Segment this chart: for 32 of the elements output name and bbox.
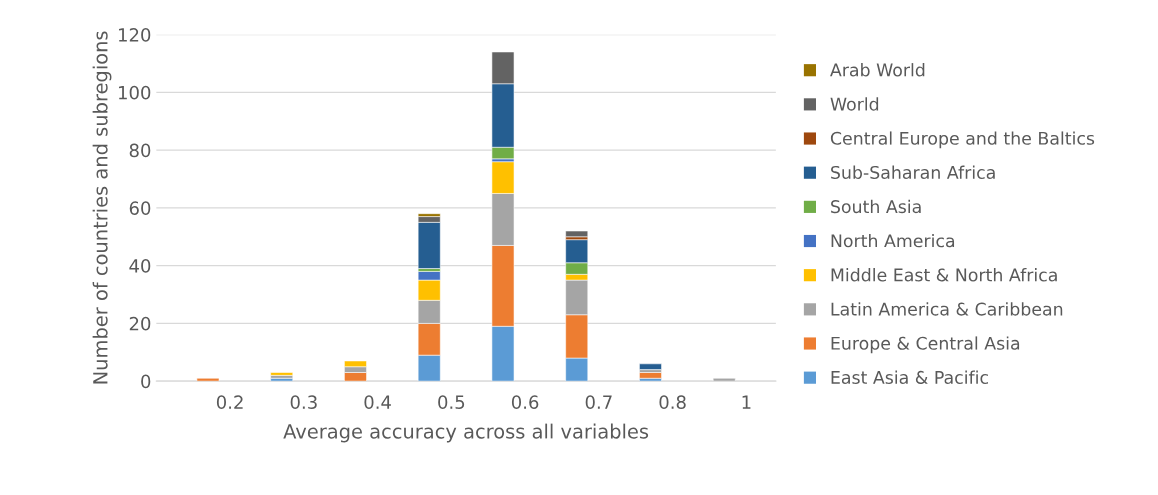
legend-label: Middle East & North Africa — [831, 268, 1057, 282]
bar — [565, 230, 589, 238]
legend-label: Arab World — [830, 63, 925, 77]
legend-label: World — [830, 97, 879, 111]
x-tick-label: 1 — [742, 395, 751, 409]
x-tick-label: 0.5 — [438, 395, 465, 410]
y-tick-label: 20 — [129, 316, 151, 331]
y-axis-title: Number of countries and subregions — [92, 31, 112, 384]
x-tick-label: 0.2 — [216, 395, 243, 410]
legend-label: North America — [831, 233, 955, 248]
y-tick-label: 100 — [118, 85, 151, 100]
x-tick-label: 0.7 — [585, 395, 612, 410]
y-tick-label: 80 — [129, 143, 151, 158]
x-tick-label: 0.3 — [290, 395, 317, 410]
legend-label: Europe & Central Asia — [831, 336, 1020, 354]
bar — [196, 377, 220, 382]
x-tick-label: 0.8 — [659, 395, 686, 410]
x-tick-label: 0.6 — [511, 395, 539, 410]
y-tick-label: 40 — [129, 259, 151, 273]
legend-label: Sub-Saharan Africa — [831, 165, 995, 180]
legend-label: Latin America & Caribbean — [831, 302, 1063, 316]
legend-label: Central Europe and the Baltics — [830, 131, 1095, 149]
bar — [639, 372, 662, 379]
bar — [639, 363, 662, 370]
y-tick-label: 60 — [129, 201, 151, 216]
y-tick-label: 120 — [118, 28, 151, 42]
x-axis-title: Average accuracy across all variables — [283, 423, 649, 443]
x-tick-label: 0.4 — [364, 395, 391, 410]
legend-label: South Asia — [831, 199, 921, 214]
bar — [712, 377, 736, 382]
y-tick-label: 0 — [141, 374, 151, 389]
legend-label: East Asia & Pacific — [831, 370, 988, 384]
